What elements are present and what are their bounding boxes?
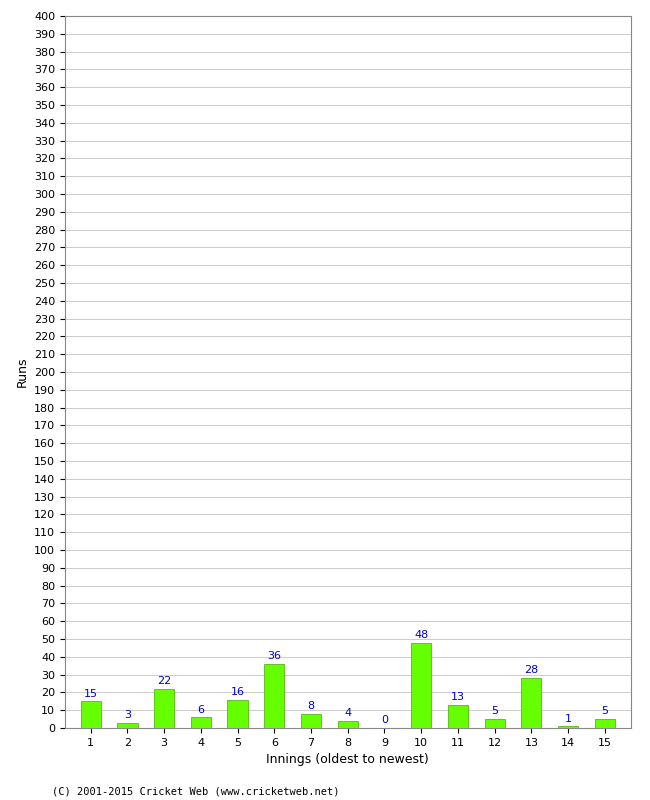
Text: 6: 6 (198, 705, 204, 714)
Bar (521, 678, 541, 728)
Bar (448, 705, 468, 728)
Text: 15: 15 (84, 689, 98, 698)
Bar (558, 726, 578, 728)
Text: 0: 0 (381, 715, 388, 726)
Bar (411, 642, 432, 728)
Text: 48: 48 (414, 630, 428, 640)
Bar (301, 714, 321, 728)
Text: 1: 1 (565, 714, 571, 723)
Text: 8: 8 (307, 701, 315, 711)
Bar (595, 719, 615, 728)
Y-axis label: Runs: Runs (16, 357, 29, 387)
Bar (227, 699, 248, 728)
Text: 4: 4 (344, 708, 351, 718)
Bar (118, 722, 138, 728)
Bar (337, 721, 358, 728)
Bar (190, 718, 211, 728)
Text: 13: 13 (451, 692, 465, 702)
Text: 3: 3 (124, 710, 131, 720)
Bar (264, 664, 285, 728)
X-axis label: Innings (oldest to newest): Innings (oldest to newest) (266, 754, 429, 766)
Text: 5: 5 (491, 706, 498, 717)
Text: 5: 5 (601, 706, 608, 717)
Text: 36: 36 (267, 651, 281, 662)
Bar (484, 719, 505, 728)
Text: (C) 2001-2015 Cricket Web (www.cricketweb.net): (C) 2001-2015 Cricket Web (www.cricketwe… (52, 786, 339, 796)
Text: 16: 16 (231, 687, 244, 697)
Text: 28: 28 (525, 666, 538, 675)
Text: 22: 22 (157, 676, 171, 686)
Bar (81, 702, 101, 728)
Bar (154, 689, 174, 728)
